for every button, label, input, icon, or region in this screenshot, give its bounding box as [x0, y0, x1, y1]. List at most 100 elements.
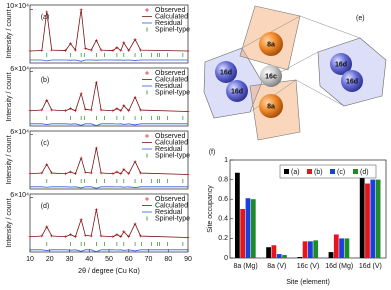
- legend-label: Spinel-type: [155, 89, 190, 96]
- bar: [344, 238, 350, 258]
- profile-line: [30, 59, 188, 62]
- legend-label: Spinel-type: [155, 215, 190, 222]
- legend-symbol: [145, 8, 149, 12]
- legend-symbol: [145, 197, 149, 201]
- y-tick-label: 1: [224, 157, 228, 164]
- y-tick-label: 0.2: [218, 235, 228, 242]
- profile-line: [29, 81, 189, 112]
- bar: [276, 254, 282, 258]
- bar: [245, 198, 251, 258]
- atom: [341, 70, 363, 92]
- bar: [282, 255, 287, 258]
- x-tick-label: 80: [164, 256, 172, 263]
- bar: [339, 238, 344, 258]
- x-tick-label: 70: [145, 256, 153, 263]
- x-tick-label: 40: [85, 256, 93, 263]
- y-tick-label: 0: [224, 255, 228, 262]
- panel-label: (e): [356, 15, 365, 22]
- profile-line: [29, 209, 189, 238]
- legend-label: Observed: [155, 7, 185, 14]
- legend-label: (a): [291, 169, 300, 176]
- legend-label: (b): [314, 169, 323, 176]
- bar: [370, 179, 376, 258]
- y-axis-label: Intensity / count: [6, 9, 13, 58]
- panel-label: (d): [41, 203, 50, 210]
- y-tick-label: 6×10⁴: [10, 192, 29, 199]
- legend-label: Observed: [155, 196, 185, 203]
- x-axis-label: Site (element): [286, 279, 330, 286]
- legend-label: Residual: [155, 146, 183, 153]
- atom-label: 16d: [335, 61, 347, 68]
- legend-symbol: [307, 169, 312, 174]
- bar: [308, 241, 313, 258]
- profile-line: [30, 249, 188, 253]
- plot-frame: [29, 4, 189, 64]
- bar: [266, 247, 271, 258]
- legend-box: [279, 164, 377, 179]
- atom: [260, 65, 282, 87]
- bar: [313, 240, 319, 258]
- legend-label: Calculated: [155, 139, 188, 146]
- x-axis-label: 2θ / degree (Cu Kα): [78, 268, 140, 275]
- legend-label: (c): [337, 169, 345, 176]
- y-axis-label: Intensity / count: [6, 135, 13, 184]
- y-tick-label: 0.4: [218, 216, 228, 223]
- legend-label: Residual: [155, 209, 183, 216]
- y-tick-label: 6×10⁴: [10, 66, 29, 73]
- atom-label: 16d: [231, 88, 243, 95]
- legend-label: Spinel-type: [155, 26, 190, 33]
- atom-label: 8a: [267, 103, 275, 110]
- panel-label: (c): [41, 140, 49, 147]
- x-tick-label: 8a (Mg): [234, 263, 258, 270]
- y-tick-label: 6×10⁴: [10, 129, 29, 136]
- plot-frame: [29, 130, 189, 190]
- panel-label: (b): [41, 77, 50, 84]
- bar: [365, 183, 370, 258]
- legend-symbol: [353, 169, 358, 174]
- atom: [215, 61, 237, 83]
- x-tick-label: 30: [66, 256, 74, 263]
- y-axis-label: Intensity / count: [6, 72, 13, 121]
- x-tick-label: 60: [125, 256, 133, 263]
- atom-label: 16d: [346, 78, 358, 85]
- legend-symbol: [284, 169, 289, 174]
- x-tick-label: 20: [46, 256, 54, 263]
- legend-symbol: [145, 134, 149, 138]
- x-tick-label: 10: [26, 256, 34, 263]
- y-tick-label: 0.6: [218, 196, 228, 203]
- bar: [240, 209, 246, 258]
- atom: [330, 53, 352, 75]
- bar: [359, 166, 365, 258]
- legend-label: Observed: [155, 133, 185, 140]
- legend-label: Spinel-type: [155, 152, 190, 159]
- bar: [302, 241, 308, 258]
- x-tick-label: 16d (Mg): [325, 263, 353, 270]
- profile-line: [29, 147, 189, 175]
- legend-label: Calculated: [155, 202, 188, 209]
- legend-symbol: [145, 71, 149, 75]
- bar: [375, 179, 381, 258]
- x-tick-label: 90: [184, 256, 192, 263]
- atom: [259, 94, 283, 118]
- atom-label: 16c: [265, 73, 277, 80]
- x-tick-label: 16c (V): [297, 263, 320, 270]
- legend-label: Calculated: [155, 76, 188, 83]
- atom: [259, 32, 283, 56]
- bar: [271, 245, 277, 258]
- legend-symbol: [330, 169, 335, 174]
- panel-label: (a): [41, 14, 50, 21]
- y-axis-label: Site occupancy: [207, 185, 214, 233]
- panel-label: (f): [209, 149, 216, 156]
- atom: [226, 80, 248, 102]
- plot-frame: [29, 67, 189, 127]
- atom-label: 16d: [220, 69, 232, 76]
- legend-label: Residual: [155, 20, 183, 27]
- x-tick-label: 16d (V): [359, 263, 382, 270]
- edge: [241, 15, 361, 113]
- y-tick-label: 0.8: [218, 176, 228, 183]
- legend-label: Observed: [155, 70, 185, 77]
- profile-line: [29, 9, 189, 52]
- profile-line: [30, 186, 188, 189]
- atom-label: 8a: [267, 41, 275, 48]
